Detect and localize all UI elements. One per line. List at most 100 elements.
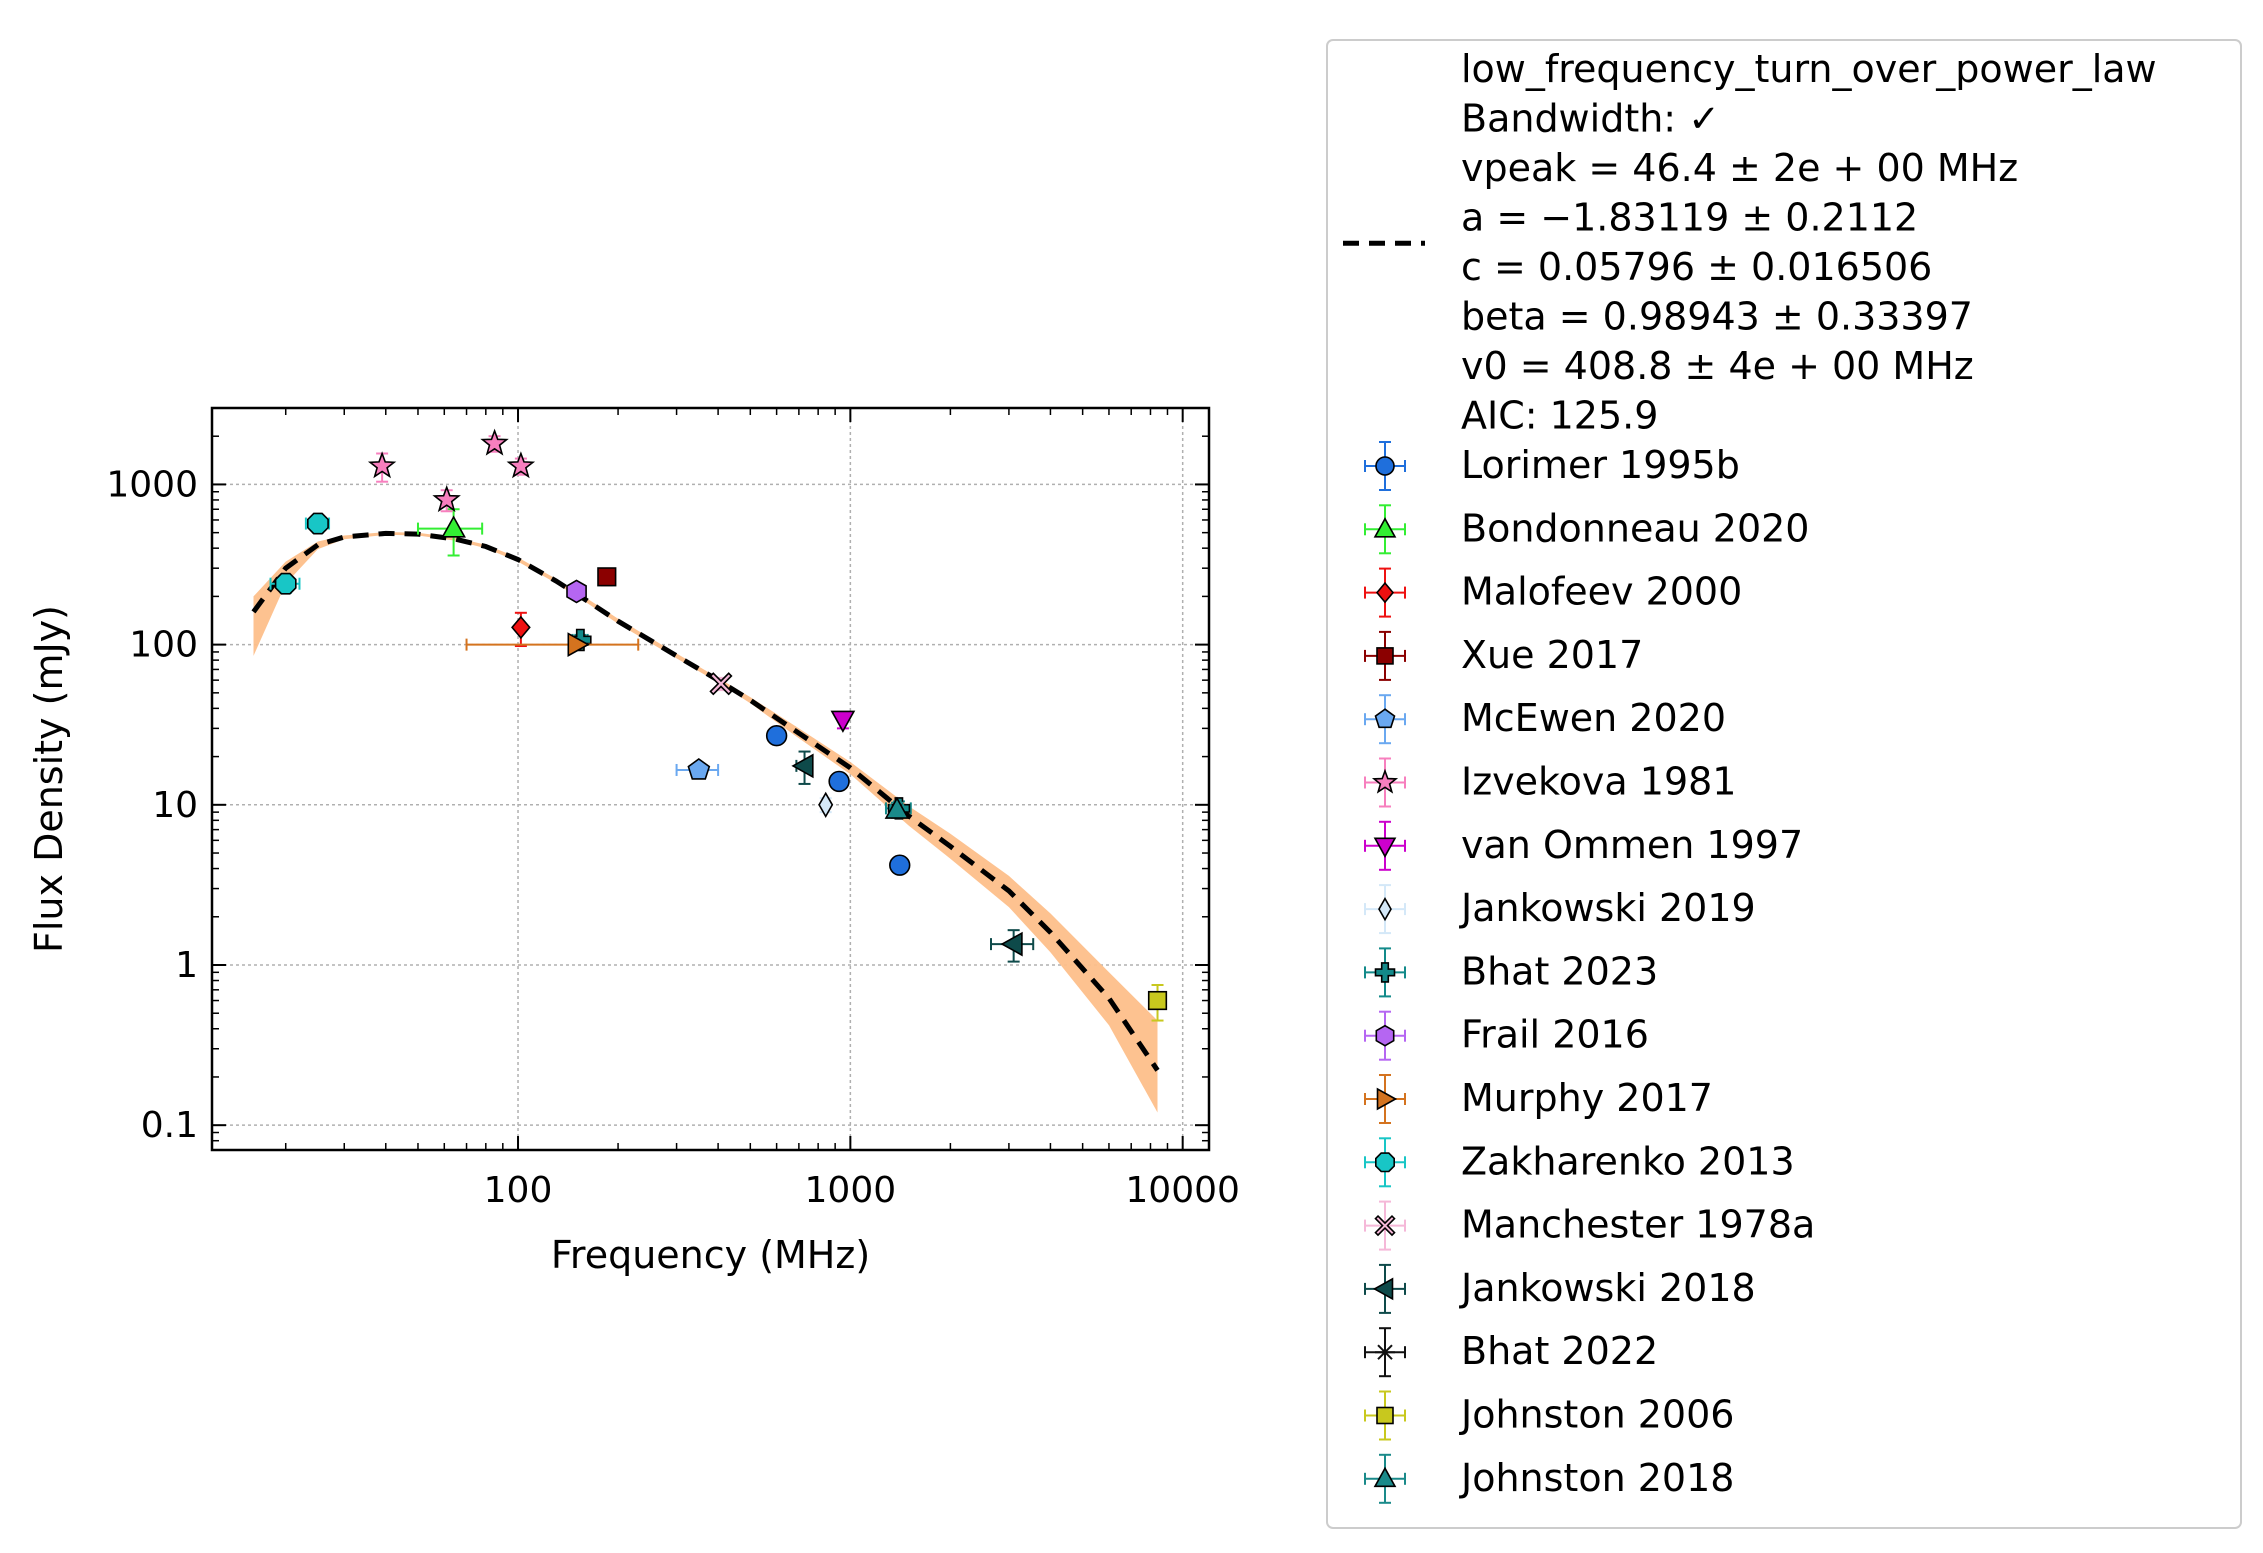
data-point — [566, 579, 587, 604]
y-tick-label: 100 — [129, 625, 198, 666]
legend-marker — [1376, 647, 1394, 665]
data-marker — [1147, 990, 1168, 1011]
legend-label: Jankowski 2018 — [1459, 1266, 1756, 1310]
data-point — [511, 611, 531, 648]
data-marker — [1000, 931, 1023, 957]
legend-entry: Manchester 1978a — [1364, 1200, 1815, 1251]
legend-fit-line: beta = 0.98943 ± 0.33397 — [1461, 295, 1973, 339]
legend-entry: Izvekova 1981 — [1364, 757, 1736, 808]
legend-label: Johnston 2018 — [1459, 1456, 1734, 1500]
legend-fit-line: low_frequency_turn_over_power_law — [1461, 47, 2157, 91]
legend-marker — [1374, 962, 1396, 983]
legend-label: Bhat 2022 — [1461, 1329, 1658, 1373]
legend-marker — [1375, 1342, 1395, 1363]
data-marker — [274, 572, 297, 595]
data-layer — [269, 428, 1168, 1022]
legend-entry: Bhat 2023 — [1364, 947, 1658, 998]
legend-entry: Johnston 2018 — [1364, 1453, 1734, 1504]
legend-label: Xue 2017 — [1461, 633, 1643, 677]
y-tick-label: 1000 — [106, 464, 198, 505]
data-marker — [791, 753, 814, 779]
x-tick-label: 1000 — [805, 1170, 897, 1211]
legend-label: Jankowski 2019 — [1459, 886, 1756, 930]
legend-entry: McEwen 2020 — [1364, 694, 1726, 745]
data-marker — [367, 451, 397, 479]
series-manchester-1978a — [709, 672, 733, 696]
legend-label: Lorimer 1995b — [1461, 443, 1740, 487]
series-jankowski-2019 — [818, 791, 834, 819]
data-marker — [597, 567, 617, 587]
series-murphy-2017 — [465, 632, 640, 657]
data-point — [1147, 984, 1168, 1022]
legend-label: Murphy 2017 — [1461, 1076, 1713, 1120]
data-point — [480, 428, 509, 456]
data-point — [416, 508, 484, 557]
data-marker — [506, 451, 536, 479]
y-axis-label: Flux Density (mJy) — [27, 605, 71, 953]
data-point — [884, 796, 910, 819]
legend-label: McEwen 2020 — [1461, 696, 1726, 740]
legend-entry: Lorimer 1995b — [1364, 441, 1740, 491]
data-marker — [884, 796, 910, 819]
data-marker — [480, 428, 509, 456]
legend-marker — [1375, 456, 1395, 476]
legend-entry: Xue 2017 — [1364, 630, 1643, 681]
data-marker — [306, 512, 329, 535]
data-marker — [830, 710, 856, 733]
legend-label: Frail 2016 — [1461, 1013, 1649, 1057]
data-marker — [709, 672, 733, 696]
data-marker — [828, 770, 850, 793]
legend-fit-line: AIC: 125.9 — [1461, 394, 1658, 438]
legend-fit-line: c = 0.05796 ± 0.016506 — [1461, 245, 1932, 289]
series-malofeev-2000 — [511, 611, 531, 648]
legend-marker — [1375, 581, 1395, 604]
x-tick-label: 100 — [484, 1170, 553, 1211]
data-marker — [687, 758, 711, 780]
series-izvekova-1981 — [367, 428, 536, 513]
legend-fit-entry: low_frequency_turn_over_power_law Bandwid… — [1343, 47, 2157, 438]
data-point — [765, 725, 788, 747]
data-point — [828, 770, 850, 793]
legend-marker — [1374, 1214, 1396, 1237]
plot-frame — [210, 406, 1211, 1152]
fit-curve — [251, 530, 1160, 1072]
data-point — [269, 572, 301, 595]
legend-marker — [1373, 1466, 1397, 1488]
legend-entry: Bhat 2022 — [1364, 1327, 1658, 1378]
fit-layer — [251, 530, 1160, 1113]
data-point — [367, 451, 397, 483]
legend-entry: Jankowski 2019 — [1364, 884, 1756, 935]
legend-label: Johnston 2006 — [1459, 1393, 1734, 1437]
axis-layer: 100 1000 10000 0.1 1 10 100 1000 — [106, 407, 1240, 1211]
data-point — [889, 854, 911, 876]
y-tick-label: 0.1 — [141, 1105, 198, 1146]
data-point — [304, 512, 331, 535]
data-point — [506, 451, 536, 479]
legend: low_frequency_turn_over_power_law Bandwid… — [1326, 39, 2242, 1529]
series-jankowski-2018 — [791, 750, 1035, 963]
series-johnston-2018 — [884, 796, 910, 819]
legend-label: Manchester 1978a — [1461, 1203, 1815, 1247]
legend-entry: Malofeev 2000 — [1364, 567, 1742, 618]
data-point — [597, 567, 617, 587]
series-xue-2017 — [597, 567, 617, 587]
legend-box — [1326, 39, 2242, 1529]
grid-layer — [212, 408, 1209, 1150]
legend-entry: Jankowski 2018 — [1364, 1263, 1756, 1314]
series-frail-2016 — [566, 579, 587, 604]
data-point — [675, 758, 720, 780]
legend-entry: Zakharenko 2013 — [1364, 1137, 1795, 1188]
legend-marker — [1375, 1024, 1395, 1047]
series-lorimer-1995b — [765, 725, 911, 876]
legend-label: van Ommen 1997 — [1461, 823, 1803, 867]
legend-fit-line: v0 = 408.8 ± 4e + 00 MHz — [1461, 344, 1974, 388]
legend-series-entries: Lorimer 1995b Bondonneau 2020 Malofeev 200… — [1364, 441, 1815, 1504]
legend-fit-line: vpeak = 46.4 ± 2e + 00 MHz — [1461, 146, 2018, 190]
data-point — [818, 791, 834, 819]
legend-label: Bondonneau 2020 — [1461, 506, 1809, 550]
legend-fit-line: Bandwidth: ✓ — [1461, 97, 1720, 141]
legend-marker — [1373, 837, 1397, 858]
data-marker — [432, 484, 461, 513]
fit-uncertainty-band — [253, 532, 1158, 1113]
